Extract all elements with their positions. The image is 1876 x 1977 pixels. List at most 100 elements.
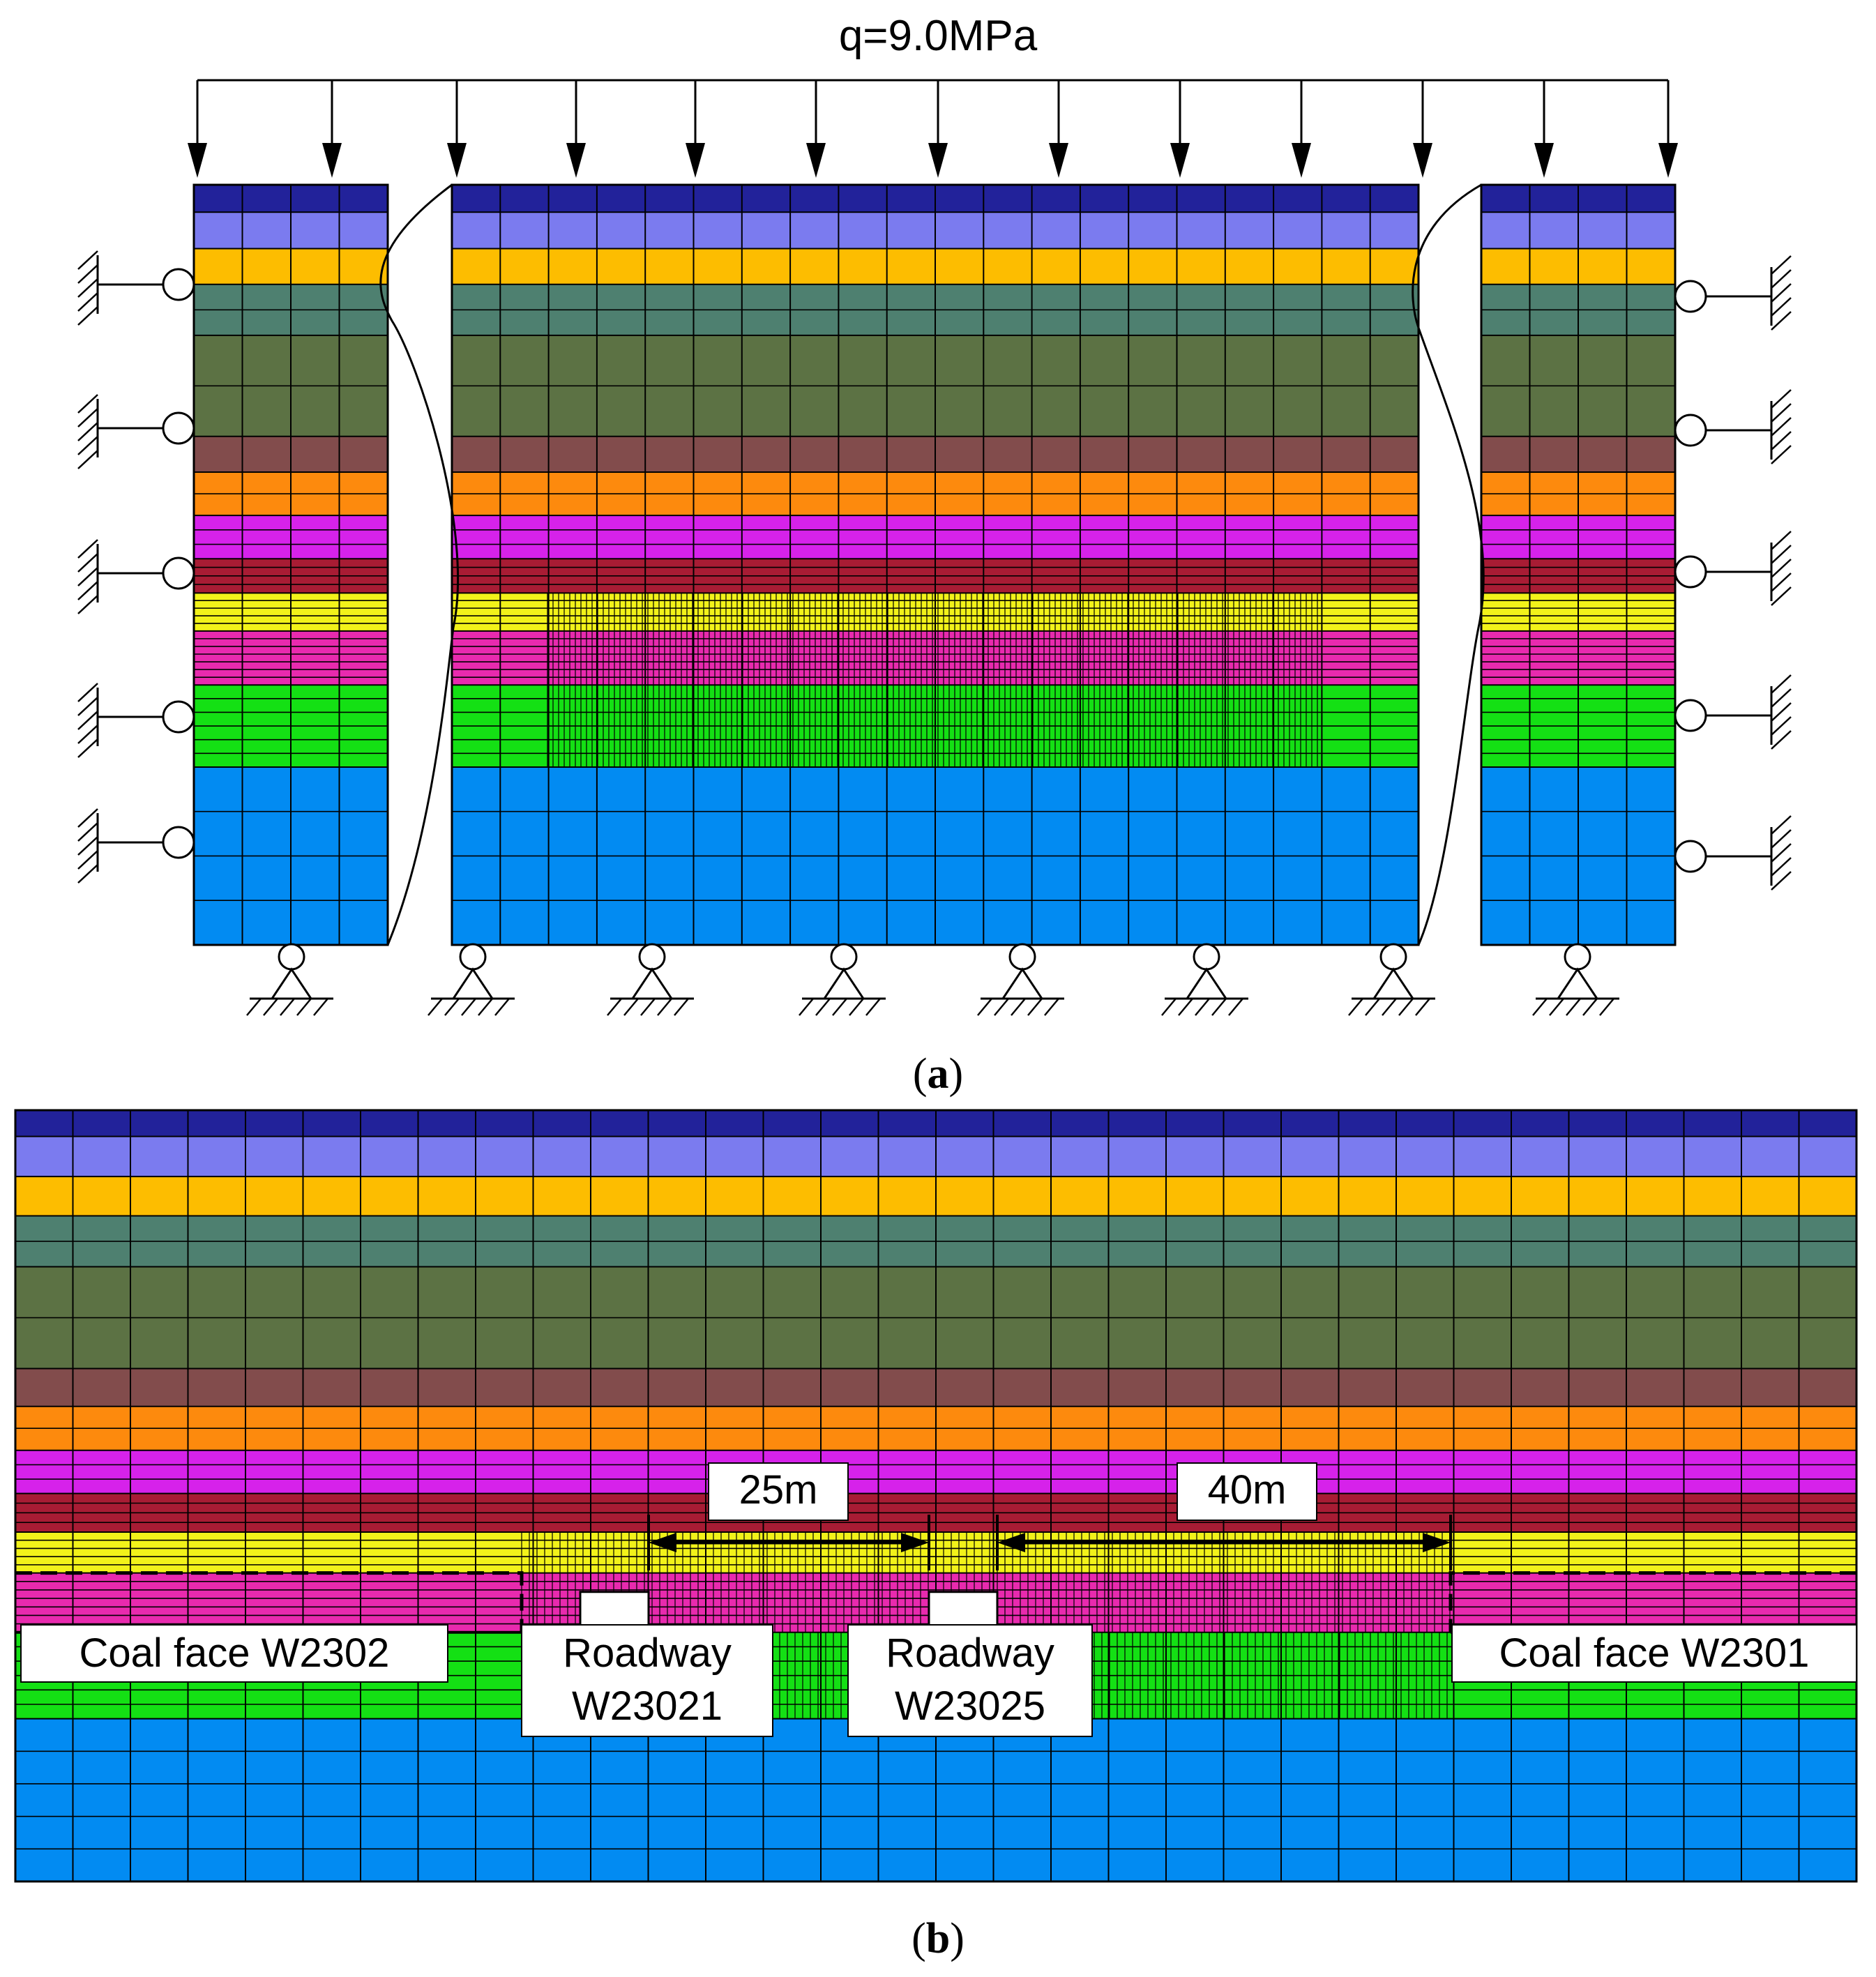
pin-hatch [1532,998,1548,1016]
pin-triangle [451,967,494,1000]
support-hatch [1771,730,1792,750]
block-outline [451,183,1420,946]
block-outline [14,1109,1858,1883]
dimension-25m-box [708,1462,849,1521]
pin-hatch [640,998,656,1016]
pin-circle [638,943,666,971]
pin-hatch [263,998,278,1016]
roadway-w23021-line1: Roadway [563,1630,732,1676]
model-block-middle [451,183,1420,946]
roadway-w23021-label: Roadway W23021 [521,1624,773,1737]
pin-hatch [1178,998,1193,1016]
pin-hatch [674,998,689,1016]
load-arrow-head [1413,143,1432,178]
support-hatch [1771,531,1792,550]
support-hatch [1771,559,1792,578]
support-roller [1674,280,1707,313]
panel-b-model-detail: 25m 40m Coal face W2302 Coal face W2301 … [14,1109,1858,1962]
pin-circle [1193,943,1220,971]
load-arrow-head [188,143,207,178]
pin-hatch [994,998,1009,1016]
model-block-left [192,183,389,946]
pin-hatch [1044,998,1059,1016]
support-hatch [1771,545,1792,564]
support-roller [1674,555,1707,589]
pin-hatch [1365,998,1380,1016]
support-hatch [1771,417,1792,437]
pin-hatch [494,998,510,1016]
pin-triangle [1372,967,1415,1000]
pin-hatch [1599,998,1614,1016]
support-hatch [1771,269,1792,289]
support-hatch [77,864,98,884]
support-hatch [1771,871,1792,891]
support-hatch [77,436,98,455]
dimension-40m-label: 40m [1208,1467,1287,1513]
support-roller [1674,699,1707,732]
pin-hatch [1011,998,1026,1016]
pin-hatch [428,998,443,1016]
pin-triangle [1001,967,1044,1000]
pin-triangle [1556,967,1599,1000]
dimension-40m: 40m [1177,1462,1317,1521]
roadway-w23021-box [521,1624,773,1737]
pin-hatch [296,998,312,1016]
support-hatch [1771,674,1792,694]
pin-hatch [1348,998,1363,1016]
support-hatch [1771,716,1792,736]
support-hatch [77,250,98,270]
roadway-w23025-box [847,1624,1093,1737]
dimension-25m: 25m [708,1462,849,1521]
load-arrow-head [1292,143,1311,178]
dimension-25m-arrow-left [649,1533,676,1552]
pin-hatch [461,998,476,1016]
model-block-detail [14,1109,1858,1883]
dimension-25m-label: 25m [739,1467,818,1513]
support-hatch [77,725,98,744]
pin-hatch [865,998,881,1016]
pin-hatch [1549,998,1564,1016]
support-hatch [1771,815,1792,835]
pin-hatch [1195,998,1210,1016]
coal-face-w2301-label: Coal face W2301 [1451,1624,1857,1683]
dimension-40m-arrow-left [997,1533,1025,1552]
support-hatch [77,581,98,600]
load-arrow-head [566,143,586,178]
support-hatch [77,450,98,469]
support-hatch [77,711,98,730]
pin-hatch [607,998,622,1016]
support-hatch [1771,573,1792,592]
coal-face-w2301-text: Coal face W2301 [1499,1630,1810,1676]
load-label: q=9.0MPa [839,12,1038,60]
support-roller [162,411,195,445]
pin-hatch [799,998,814,1016]
support-hatch [1771,445,1792,464]
coal-face-w2301-box [1451,1624,1857,1683]
support-hatch [1771,829,1792,849]
dimension-25m-arrow-right [901,1533,929,1552]
pin-hatch [657,998,672,1016]
support-roller [162,268,195,301]
support-hatch [1771,586,1792,606]
coal-face-w2302-box [20,1624,448,1683]
pin-triangle [1185,967,1228,1000]
load-arrow-head [1049,143,1068,178]
coal-face-w2302-boundary [15,1571,524,1633]
coal-face-w2302-label: Coal face W2302 [20,1624,448,1683]
pin-circle [1008,943,1036,971]
dimension-40m-box [1177,1462,1317,1521]
load-arrow-head [1534,143,1554,178]
support-hatch [1771,702,1792,722]
support-hatch [1771,255,1792,275]
support-hatch [1771,403,1792,423]
roadway-w23025-line2: W23025 [895,1683,1045,1729]
coal-face-w2301-boundary [1448,1571,1856,1633]
pin-hatch [1027,998,1043,1016]
pin-circle [278,943,305,971]
support-hatch [77,408,98,427]
support-roller [1674,840,1707,873]
support-hatch [77,553,98,573]
support-hatch [77,278,98,298]
break-line-right [1412,183,1485,946]
panel-a-model-diagram: q=9.0MPa (a) [77,12,1792,1098]
